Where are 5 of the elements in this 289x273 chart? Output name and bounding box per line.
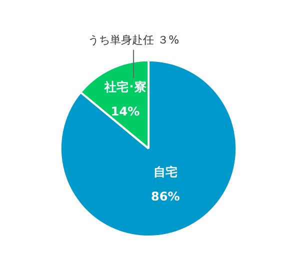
slice-label: 自宅 — [153, 165, 178, 180]
slice-label: 社宅･寮 — [103, 80, 146, 94]
text: うち単身赴任 ３% — [88, 33, 180, 46]
data-label: 14% — [110, 104, 140, 118]
data-label: 86% — [151, 190, 180, 204]
